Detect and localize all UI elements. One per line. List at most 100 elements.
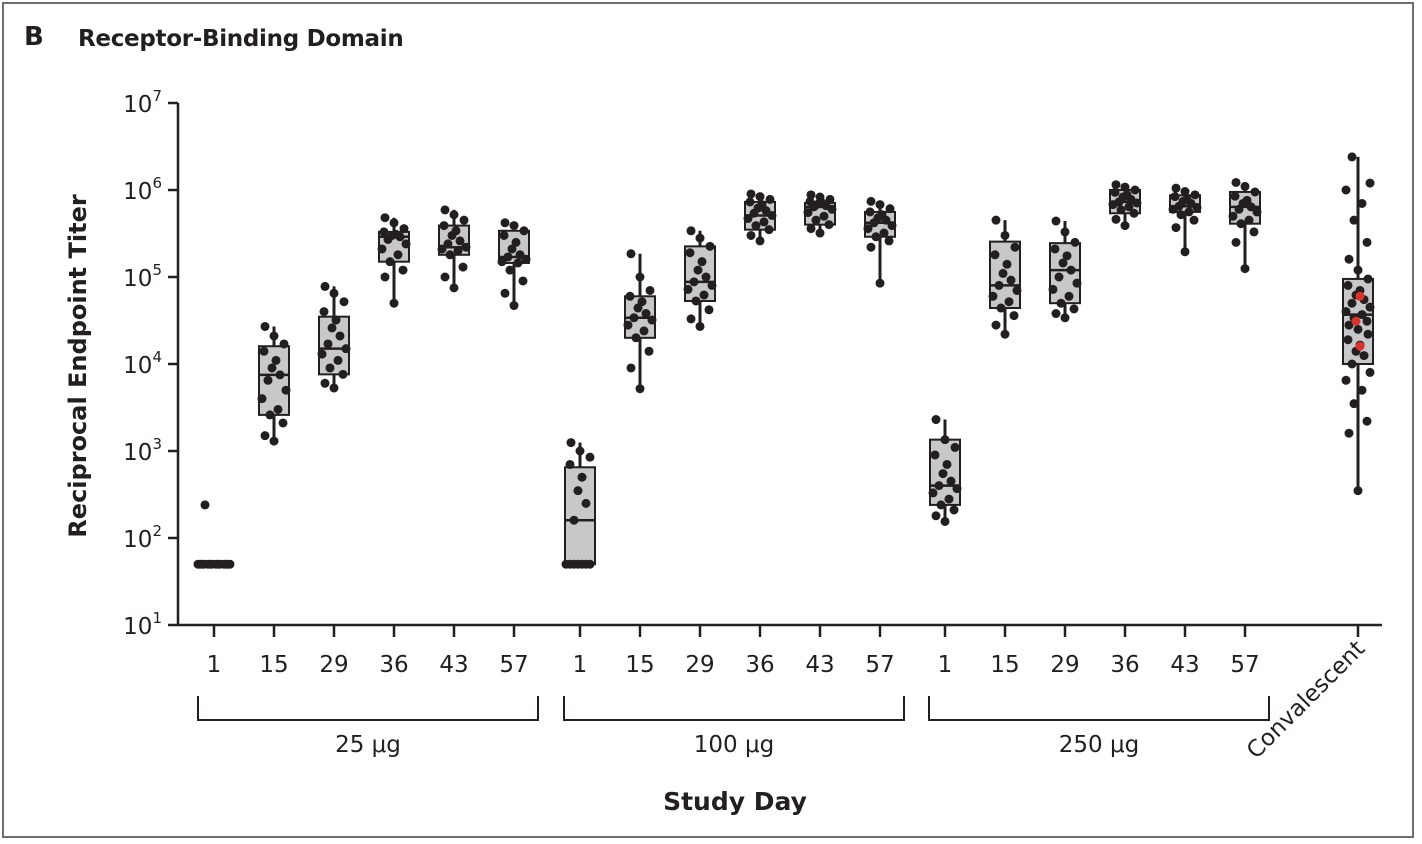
x-tick-label: 57 xyxy=(865,652,894,678)
data-point xyxy=(1343,280,1353,290)
highlight-point xyxy=(1351,316,1361,326)
data-point xyxy=(445,250,455,260)
data-point xyxy=(459,215,469,225)
data-point xyxy=(197,559,207,569)
data-point xyxy=(513,258,523,268)
data-point xyxy=(1344,428,1354,438)
x-tick-label: 43 xyxy=(805,652,834,678)
data-point xyxy=(329,383,339,393)
data-point xyxy=(626,363,636,373)
data-point xyxy=(950,442,960,452)
data-point xyxy=(996,303,1006,313)
x-tick-label: 57 xyxy=(1230,652,1259,678)
data-point xyxy=(1000,329,1010,339)
data-point xyxy=(379,227,389,237)
x-tick-label: 29 xyxy=(1050,652,1079,678)
data-point xyxy=(565,459,575,469)
data-point xyxy=(437,244,447,254)
data-point xyxy=(391,229,401,239)
data-point xyxy=(695,233,705,243)
y-axis: 101 102 103 104 105 106 107 xyxy=(123,87,180,640)
data-point xyxy=(1357,310,1367,320)
x-axis-label: Study Day xyxy=(663,787,807,816)
data-point xyxy=(439,221,449,231)
data-point xyxy=(1249,227,1259,237)
data-point xyxy=(819,211,829,221)
data-point xyxy=(1236,219,1246,229)
data-point xyxy=(339,297,349,307)
group-label: 100 μg xyxy=(694,732,774,758)
data-point xyxy=(453,246,463,256)
x-tick-label: 29 xyxy=(685,652,714,678)
data-point xyxy=(1363,329,1373,339)
data-point xyxy=(569,515,579,525)
data-point xyxy=(500,218,510,228)
data-point xyxy=(509,221,519,231)
data-point xyxy=(928,488,938,498)
highlight-point xyxy=(1355,291,1365,301)
data-point xyxy=(259,346,269,356)
y-tick-label: 103 xyxy=(123,435,162,466)
data-point xyxy=(635,272,645,282)
data-point xyxy=(707,280,717,290)
data-point xyxy=(398,265,408,275)
data-point xyxy=(1171,223,1181,233)
data-point xyxy=(1363,274,1373,284)
data-point xyxy=(1349,399,1359,409)
data-point xyxy=(623,320,633,330)
data-point xyxy=(271,355,281,365)
data-point xyxy=(1230,191,1240,201)
data-point xyxy=(1365,178,1375,188)
data-point xyxy=(1365,367,1375,377)
data-point xyxy=(1244,215,1254,225)
group-label: 25 μg xyxy=(335,732,401,758)
data-point xyxy=(1362,316,1372,326)
data-point xyxy=(1116,205,1126,215)
data-point xyxy=(440,205,450,215)
data-point xyxy=(1353,265,1363,275)
x-tick-label: 57 xyxy=(499,652,528,678)
data-point xyxy=(329,288,339,298)
data-point xyxy=(631,333,641,343)
data-point xyxy=(1111,214,1121,224)
data-point xyxy=(380,272,390,282)
data-point xyxy=(281,385,291,395)
data-point xyxy=(704,305,714,315)
data-point xyxy=(1058,258,1068,268)
data-point xyxy=(930,450,940,460)
data-point xyxy=(1343,335,1353,345)
x-tick-label: 36 xyxy=(379,652,408,678)
data-point xyxy=(952,484,962,494)
data-point xyxy=(689,277,699,287)
data-point xyxy=(573,486,583,496)
data-point xyxy=(639,326,649,336)
data-point xyxy=(1124,202,1134,212)
data-point xyxy=(1120,221,1130,231)
data-point xyxy=(1240,181,1250,191)
data-point xyxy=(519,226,529,236)
data-point xyxy=(746,189,756,199)
data-point xyxy=(393,250,403,260)
data-point xyxy=(1190,190,1200,200)
data-point xyxy=(865,207,875,217)
data-point xyxy=(1341,185,1351,195)
data-point xyxy=(811,215,821,225)
data-point xyxy=(449,210,459,220)
data-point xyxy=(461,242,471,252)
data-point xyxy=(265,410,275,420)
data-point xyxy=(389,298,399,308)
data-point xyxy=(279,339,289,349)
data-point xyxy=(205,559,215,569)
data-point xyxy=(806,224,816,234)
data-point xyxy=(1120,182,1130,192)
data-point xyxy=(341,344,351,354)
data-point xyxy=(641,309,651,319)
data-point xyxy=(803,208,813,218)
data-point xyxy=(1129,208,1139,218)
data-point xyxy=(746,230,756,240)
data-point xyxy=(260,321,270,331)
data-point xyxy=(755,236,765,246)
data-point xyxy=(942,459,952,469)
data-point xyxy=(887,221,897,231)
